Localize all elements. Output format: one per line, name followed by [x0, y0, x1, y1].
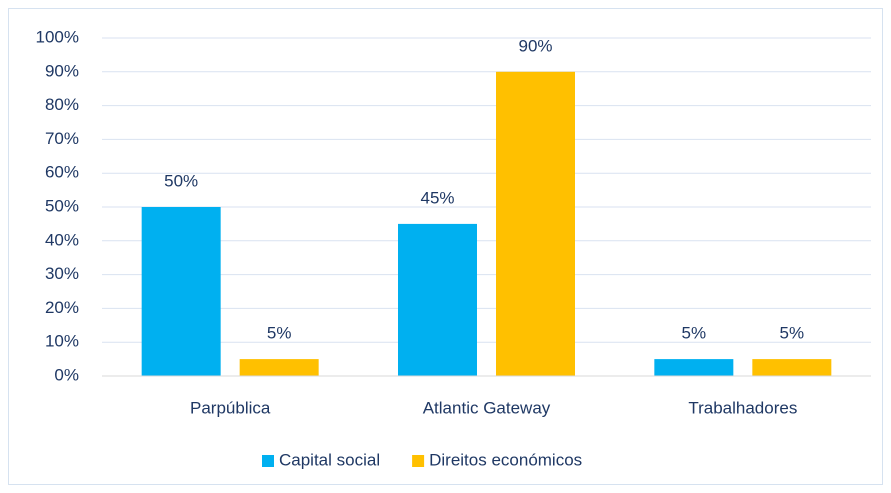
x-tick-label: Atlantic Gateway: [423, 398, 551, 417]
y-tick-label: 30%: [45, 264, 79, 283]
legend-label: Capital social: [279, 450, 380, 469]
bar: [654, 359, 734, 376]
y-tick-label: 20%: [45, 298, 79, 317]
data-label: 45%: [420, 188, 454, 207]
legend-swatch: [262, 455, 274, 467]
data-label: 90%: [518, 36, 552, 55]
bar: [141, 207, 221, 376]
bar: [239, 359, 319, 376]
y-tick-label: 40%: [45, 230, 79, 249]
bar: [752, 359, 832, 376]
legend-swatch: [412, 455, 425, 467]
y-tick-label: 60%: [45, 163, 79, 182]
x-tick-label: Trabalhadores: [688, 398, 797, 417]
y-tick-label: 70%: [45, 129, 79, 148]
bar: [398, 223, 477, 376]
data-label: 5%: [682, 324, 707, 343]
data-label: 5%: [267, 324, 292, 343]
y-tick-label: 10%: [45, 332, 79, 351]
legend-label: Direitos económicos: [429, 450, 582, 469]
data-label: 50%: [164, 171, 198, 190]
y-tick-label: 90%: [45, 61, 79, 80]
bar: [496, 71, 575, 377]
x-tick-label: Parpública: [190, 398, 271, 417]
y-tick-label: 50%: [45, 196, 79, 215]
y-tick-label: 80%: [45, 95, 79, 114]
data-label: 5%: [780, 324, 805, 343]
y-tick-label: 100%: [36, 27, 79, 46]
y-tick-label: 0%: [54, 365, 79, 384]
